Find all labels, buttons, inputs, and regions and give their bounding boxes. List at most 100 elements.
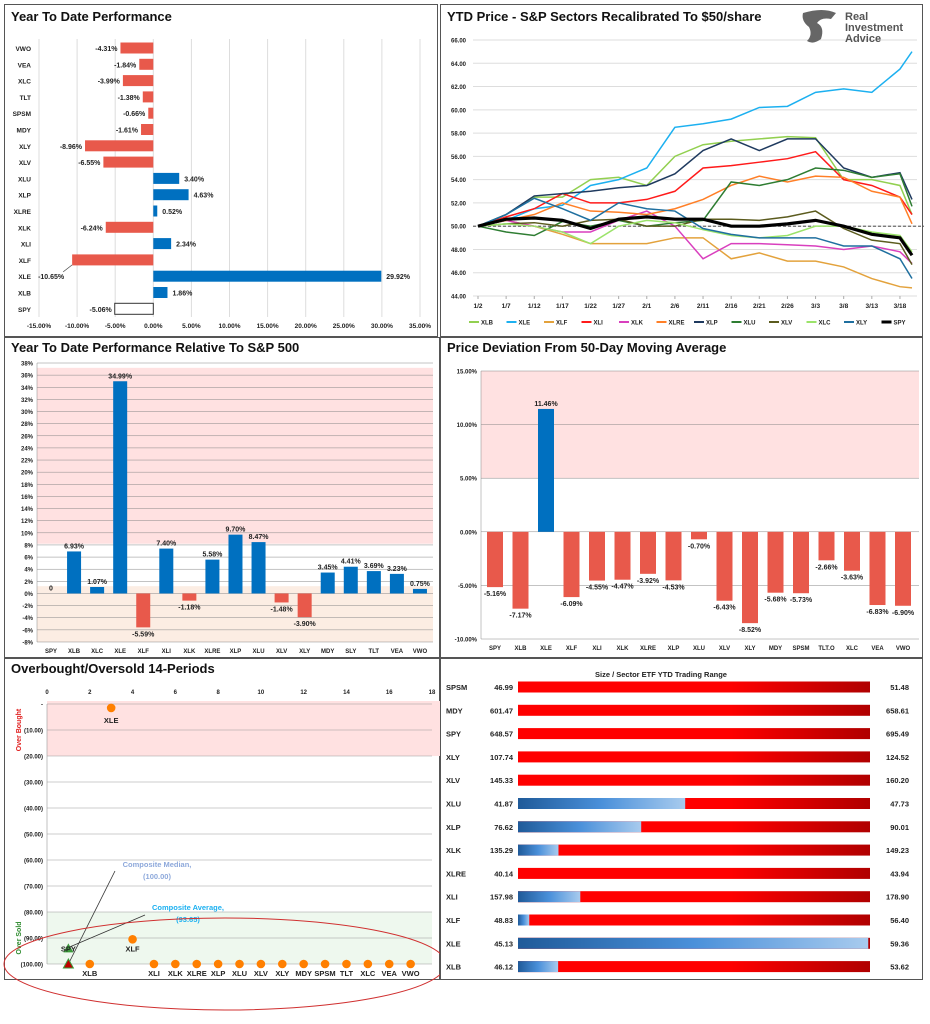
data-label: 3.40% (184, 176, 205, 183)
x-tick-label: 25.00% (333, 323, 355, 330)
range-bar-current-position (518, 891, 581, 903)
bar (640, 531, 656, 574)
range-bar-current-position (518, 844, 559, 856)
data-label: 4.63% (194, 193, 215, 200)
logo-text: Investment (845, 22, 903, 34)
y-tick-label: 28% (21, 422, 34, 428)
bar (153, 189, 189, 201)
range-bar (518, 844, 870, 856)
bar (120, 42, 154, 54)
category-label: SPY (45, 649, 57, 655)
x-tick-label: 3/18 (894, 303, 907, 310)
data-label: 6.93% (64, 543, 85, 550)
category-label: XLU (18, 176, 31, 183)
legend-label: XLV (781, 321, 792, 327)
x-tick-label: 20.00% (295, 323, 317, 330)
point-label: XLF (125, 944, 140, 953)
x-tick-label: 1/22 (584, 303, 597, 310)
y-tick-label: 64.00 (451, 62, 467, 68)
category-label: SPSM (13, 111, 31, 118)
point-marker-xlv (256, 959, 266, 969)
category-label: SLY (345, 649, 356, 655)
x-tick-label: 2/1 (642, 303, 651, 310)
bar (85, 140, 154, 152)
x-tick-label: 2 (88, 690, 92, 696)
data-label: 0.75% (410, 581, 431, 588)
category-label: XLK (18, 225, 31, 232)
y-tick-label: (40.00) (24, 807, 43, 813)
low-value: 45.13 (494, 939, 513, 948)
high-value: 178.90 (886, 893, 909, 902)
zone-band (37, 367, 433, 544)
data-label: 1.86% (172, 291, 193, 298)
y-tick-label: (10.00) (24, 729, 43, 735)
data-label: -3.63% (841, 575, 864, 582)
x-tick-label: 2/21 (753, 303, 766, 310)
category-label: XLE (18, 274, 31, 281)
data-label: 2.34% (176, 242, 197, 249)
high-value: 149.23 (886, 846, 909, 855)
ytd-price-panel: YTD Price - S&P Sectors Recalibrated To … (440, 4, 924, 337)
x-tick-label: 1/12 (528, 303, 541, 310)
low-value: 48.83 (494, 916, 513, 925)
x-tick-label: 30.00% (371, 323, 393, 330)
category-label: SPY (18, 307, 32, 314)
point-label: VEA (382, 969, 398, 978)
data-label: 7.40% (156, 541, 177, 548)
category-label: XLV (19, 160, 32, 167)
point-label: XLK (168, 969, 184, 978)
y-tick-label: 10% (21, 531, 34, 537)
point-marker-xlc (363, 959, 373, 969)
leader-line (62, 264, 73, 273)
category-label: XLE (540, 646, 552, 652)
x-tick-label: 18 (429, 690, 436, 696)
data-label: -5.16% (484, 591, 507, 598)
bar (122, 75, 154, 87)
trading-range-chart: Size / Sector ETF YTD Trading Range SPSM 4… (446, 670, 910, 973)
data-label: -6.83% (866, 609, 889, 616)
y-tick-label: 26% (21, 434, 34, 440)
low-value: 135.29 (490, 846, 513, 855)
category-label: VWO (413, 649, 428, 655)
y-tick-label: 10.00% (457, 423, 478, 429)
low-value: 46.99 (494, 683, 513, 692)
data-label: -1.48% (271, 606, 294, 613)
ticker-label: SPY (446, 730, 461, 739)
y-tick-label: 52.00 (451, 201, 467, 207)
category-label: XLI (592, 646, 602, 652)
bar (274, 593, 289, 603)
y-tick-label: 48.00 (451, 248, 467, 254)
legend-label: XLU (744, 321, 756, 327)
point-label: XLY (275, 969, 289, 978)
range-bar (518, 961, 870, 973)
y-tick-label: 56.00 (451, 155, 467, 161)
x-tick-label: 6 (174, 690, 178, 696)
high-value: 47.73 (890, 800, 909, 809)
bar (691, 531, 707, 540)
point-marker-xlu (235, 959, 244, 969)
y-tick-label: 22% (21, 459, 34, 465)
y-tick-label: -8% (22, 640, 33, 646)
y-tick-label: 38% (21, 362, 34, 368)
chart-title: Year To Date Performance Relative To S&P… (11, 340, 300, 355)
range-bar-current-position (518, 937, 869, 949)
bar (589, 531, 605, 581)
ticker-label: XLI (446, 893, 458, 902)
x-tick-label: 1/2 (473, 303, 482, 310)
category-label: XLU (253, 649, 265, 655)
point-marker-xlf (128, 935, 137, 944)
point-marker-xli (149, 959, 159, 969)
range-bar-current-position (518, 798, 686, 809)
relative-performance-panel: Year To Date Performance Relative To S&P… (4, 337, 440, 658)
y-tick-label: (100.00) (21, 963, 43, 969)
ticker-label: XLF (446, 916, 461, 925)
point-marker-xly (277, 959, 287, 969)
bar (343, 566, 358, 594)
data-label: 29.92% (386, 274, 411, 281)
ticker-label: MDY (446, 706, 463, 715)
legend-label: XLY (856, 321, 867, 327)
category-label: XLRE (640, 646, 656, 652)
zone-label: Over Bought (16, 708, 23, 751)
price-deviation-chart: -10.00% -5.00% 0.00% 5.00% 10.00% 15.00% SPY -5… (455, 370, 919, 652)
bar (228, 534, 243, 594)
